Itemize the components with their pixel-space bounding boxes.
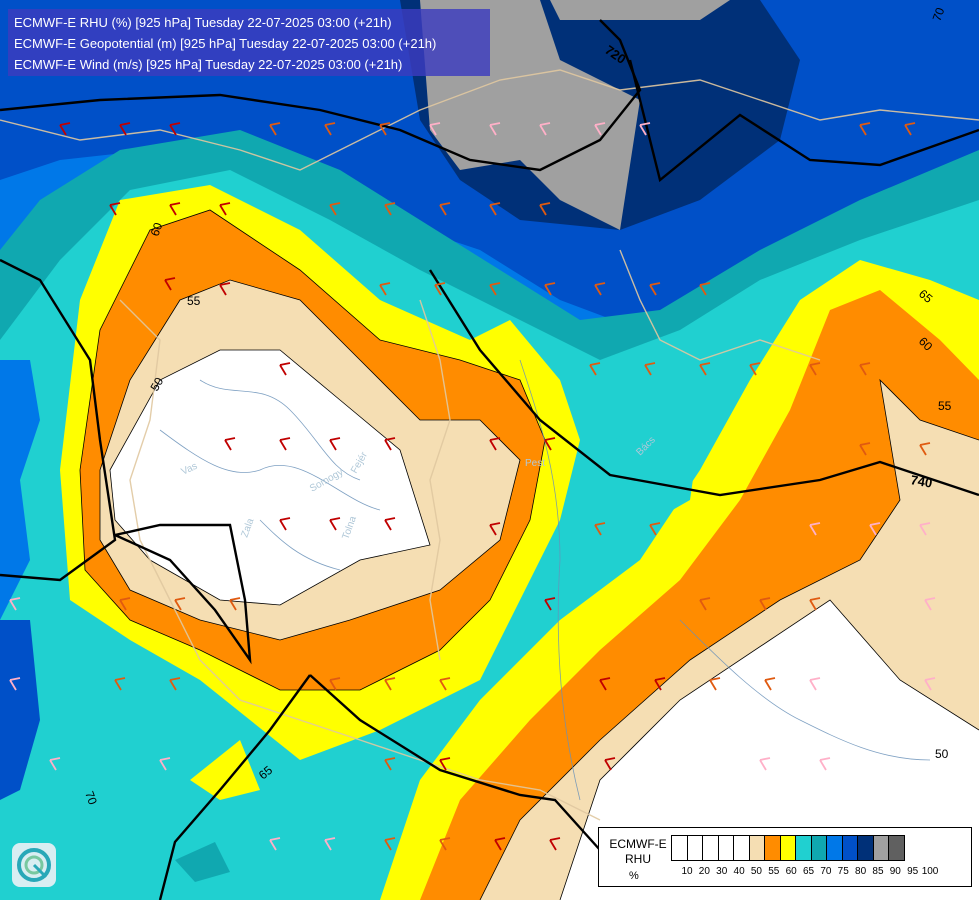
legend-swatch: [810, 835, 827, 861]
wind-barbs: [9, 122, 936, 851]
legend-tick-label: 100: [921, 866, 939, 877]
legend-swatch: [717, 835, 734, 861]
legend-tick-label: 10: [681, 866, 693, 877]
legend-tick-label: 70: [820, 866, 832, 877]
map-title-box: ECMWF-E RHU (%) [925 hPa] Tuesday 22-07-…: [8, 9, 490, 76]
swirl-logo-icon: [17, 848, 51, 882]
title-line-geopotential: ECMWF-E Geopotential (m) [925 hPa] Tuesd…: [14, 36, 437, 51]
river-label: Pest: [525, 458, 545, 469]
legend-tick-label: 95: [907, 866, 919, 877]
legend-swatch: [733, 835, 750, 861]
legend-variable: RHU: [625, 852, 651, 866]
legend-swatch: [686, 835, 703, 861]
legend-tick-label: 60: [785, 866, 797, 877]
contour-label: 50: [147, 375, 166, 394]
legend-tick-label: 90: [889, 866, 901, 877]
legend-model: ECMWF-E: [609, 837, 667, 851]
title-line-wind: ECMWF-E Wind (m/s) [925 hPa] Tuesday 22-…: [14, 57, 403, 72]
legend-model-name: ECMWF-E RHU: [607, 837, 669, 867]
legend-ticks: 10 20 30 40 50 55 60 65 70 75 80 85 90 95 100: [679, 866, 979, 880]
legend-swatch: [888, 835, 905, 861]
legend-tick-label: 55: [768, 866, 780, 877]
legend-tick-label: 50: [750, 866, 762, 877]
legend-unit: %: [629, 870, 639, 882]
rhu-80-west: [0, 360, 40, 620]
contour-label: 55: [187, 294, 201, 308]
legend-swatch: [702, 835, 719, 861]
legend-swatch: [826, 835, 843, 861]
rhu-contour-lines: [79, 209, 979, 900]
weather-service-logo: [12, 843, 56, 887]
contour-label: 60: [148, 220, 166, 238]
legend-swatch: [857, 835, 874, 861]
rhu-85-west: [0, 620, 40, 800]
legend-swatches: [671, 835, 905, 861]
legend-tick-label: 75: [837, 866, 849, 877]
contour-label: 55: [938, 399, 952, 413]
rhu-55-area-east-b: [900, 510, 979, 640]
legend-swatch: [779, 835, 796, 861]
geopotential-contours: [0, 19, 979, 900]
legend-swatch: [795, 835, 812, 861]
legend-swatch: [841, 835, 858, 861]
legend-swatch: [872, 835, 889, 861]
legend-tick-label: 40: [733, 866, 745, 877]
rhu-50-area-east: [560, 600, 979, 900]
color-legend: ECMWF-E RHU 10 20 30 40 50 55 60 65 70 75 80 85 90 95…: [598, 827, 972, 887]
rhu-95-area-north: [550, 0, 730, 20]
legend-tick-label: 65: [802, 866, 815, 877]
legend-tick-label: 20: [698, 866, 710, 877]
title-line-rhu: ECMWF-E RHU (%) [925 hPa] Tuesday 22-07-…: [14, 15, 392, 30]
rhu-65-pocket: [190, 740, 260, 800]
contour-label: 70: [82, 789, 100, 807]
legend-tick-label: 85: [872, 866, 884, 877]
legend-swatch: [671, 835, 688, 861]
contour-label: 70: [930, 5, 948, 23]
legend-tick-label: 30: [716, 866, 728, 877]
contour-label: 50: [935, 747, 949, 761]
rhu-50-area-west: [110, 350, 430, 605]
legend-swatch: [764, 835, 781, 861]
country-borders: [0, 69, 979, 821]
geopotential-label: 740: [909, 472, 933, 491]
rhu-75-pocket: [175, 842, 230, 882]
legend-swatch: [748, 835, 765, 861]
legend-tick-label: 80: [855, 866, 867, 877]
